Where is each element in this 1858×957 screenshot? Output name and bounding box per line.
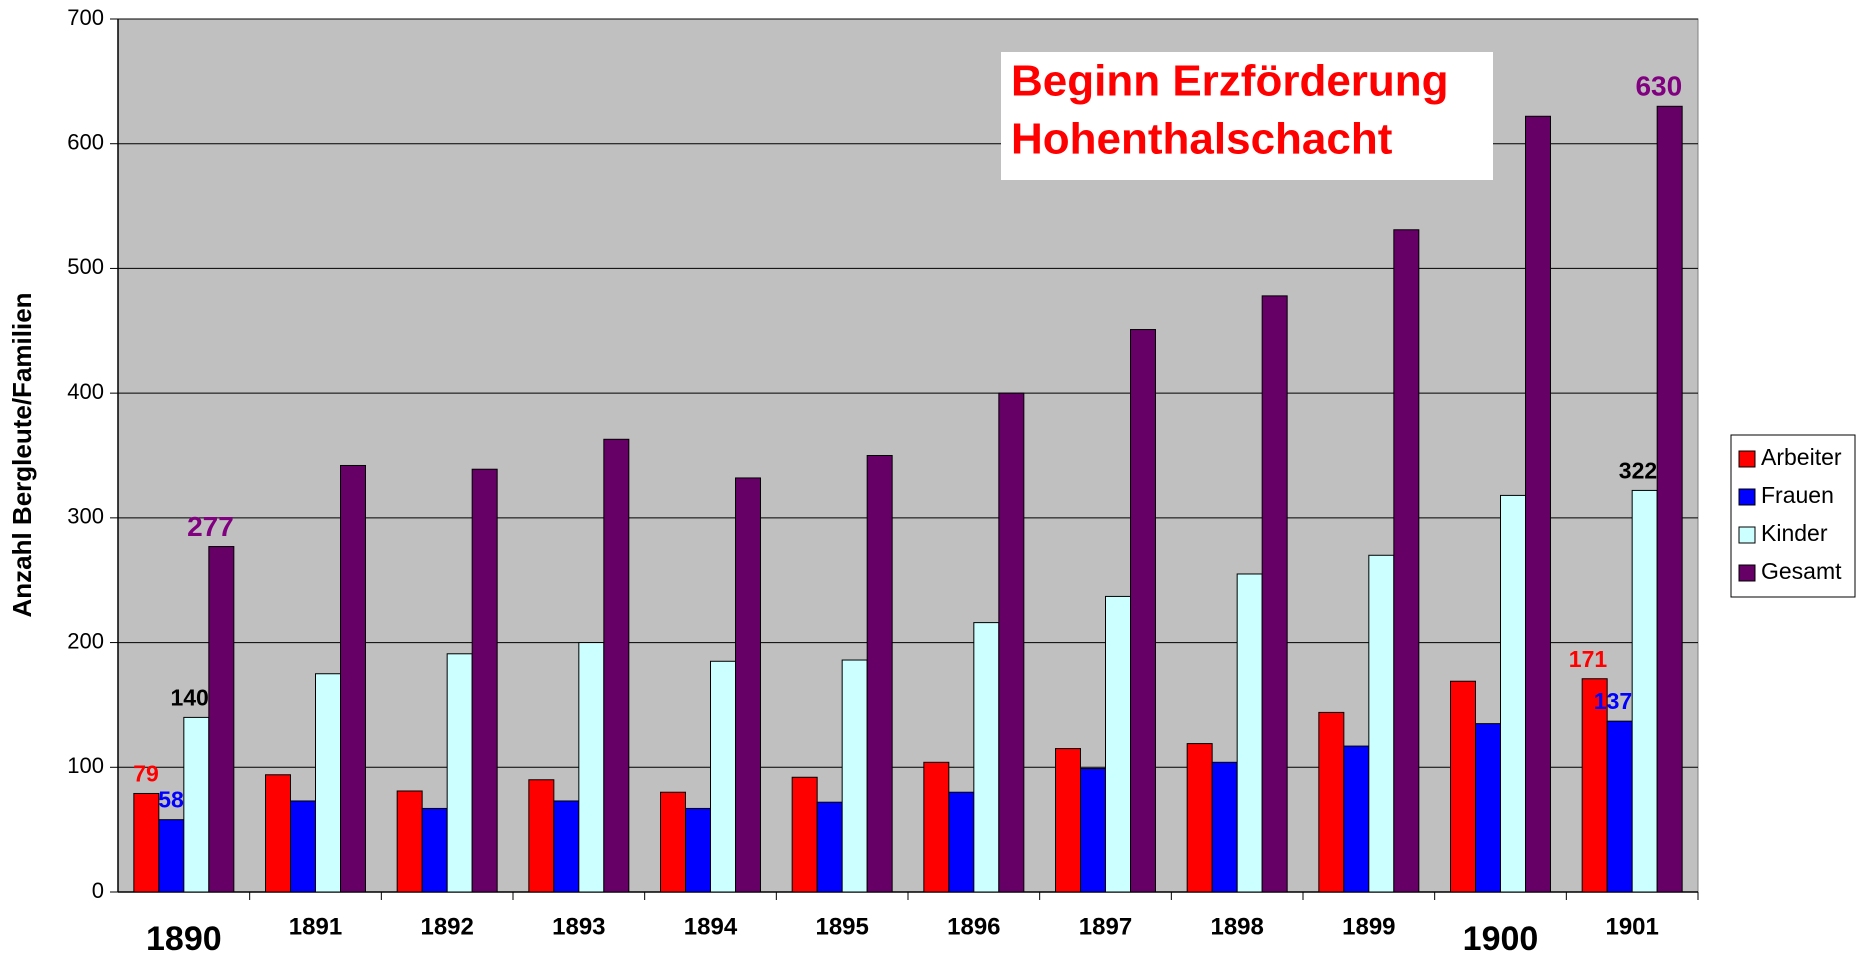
bar — [578, 642, 605, 893]
annotation-box — [1001, 52, 1493, 180]
bar — [471, 468, 498, 893]
legend-swatch — [1738, 526, 1756, 544]
bar — [133, 792, 160, 893]
bar — [816, 801, 843, 893]
bar — [685, 807, 711, 893]
bar — [1130, 329, 1156, 893]
x-tick-label: 1901 — [1605, 913, 1658, 940]
y-tick-label: 500 — [67, 254, 104, 279]
bar — [1656, 105, 1683, 893]
bar — [948, 791, 975, 893]
bar — [158, 819, 185, 893]
data-label: 137 — [1594, 688, 1632, 714]
bar — [1631, 489, 1658, 893]
bar — [1606, 720, 1633, 893]
bar — [710, 660, 736, 893]
x-tick-label: 1893 — [552, 913, 605, 940]
y-tick-label: 200 — [67, 628, 104, 653]
bar — [1343, 745, 1370, 893]
legend-label: Kinder — [1761, 520, 1828, 546]
bar — [841, 659, 868, 893]
y-tick-label: 300 — [67, 504, 104, 529]
y-tick-label: 400 — [67, 379, 104, 404]
bar — [973, 622, 1000, 893]
bar — [208, 546, 235, 893]
annotation: Beginn Erzförderung — [1011, 57, 1449, 106]
legend-label: Gesamt — [1761, 558, 1842, 584]
annotation: Hohenthalschacht — [1011, 115, 1393, 164]
legend-swatch — [1738, 488, 1756, 506]
bar — [1368, 554, 1395, 893]
bar — [998, 392, 1025, 893]
x-tick-label: 1891 — [289, 913, 342, 940]
bar — [791, 776, 818, 893]
bar — [1475, 723, 1501, 893]
bar — [528, 779, 555, 893]
legend-swatch — [1738, 450, 1756, 468]
bar — [290, 800, 316, 893]
bar — [315, 673, 341, 893]
x-tick-label: 1900 — [1463, 920, 1539, 957]
bar — [660, 791, 686, 893]
data-label: 277 — [187, 511, 234, 542]
x-tick-label: 1896 — [947, 913, 1000, 940]
y-tick-label: 700 — [67, 5, 104, 30]
bar — [421, 807, 448, 893]
data-label: 322 — [1619, 457, 1657, 483]
bar — [866, 455, 893, 893]
bar — [1080, 768, 1106, 893]
data-label: 58 — [158, 787, 184, 813]
bar — [446, 653, 473, 893]
data-label: 630 — [1635, 71, 1682, 102]
bar — [1105, 595, 1131, 893]
bar — [553, 800, 580, 893]
x-tick-label: 1895 — [815, 913, 868, 940]
y-tick-label: 0 — [92, 878, 104, 903]
bar — [340, 464, 366, 893]
bar — [1318, 711, 1345, 893]
bar — [1211, 761, 1238, 893]
x-tick-label: 1897 — [1079, 913, 1132, 940]
bar — [183, 716, 210, 893]
y-tick-label: 100 — [67, 753, 104, 778]
x-tick-label: 1892 — [420, 913, 473, 940]
x-tick-label: 1899 — [1342, 913, 1395, 940]
bar — [265, 774, 291, 893]
bar — [1055, 748, 1081, 893]
bar — [1500, 494, 1526, 893]
x-tick-label: 1898 — [1210, 913, 1263, 940]
data-label: 140 — [170, 684, 208, 710]
legend-label: Frauen — [1761, 482, 1834, 508]
x-tick-label: 1894 — [684, 913, 738, 940]
bar — [923, 761, 950, 893]
bar — [1525, 115, 1551, 893]
legend-swatch — [1738, 564, 1756, 582]
bar — [1393, 229, 1420, 893]
bar — [396, 790, 423, 893]
bar — [1186, 743, 1213, 893]
bar — [1450, 680, 1476, 893]
x-tick-label: 1890 — [146, 920, 222, 957]
bar — [735, 477, 761, 893]
y-axis-label: Anzahl Bergleute/Familien — [7, 292, 37, 617]
y-tick-label: 600 — [67, 130, 104, 155]
bar — [1261, 295, 1288, 893]
bar — [603, 438, 630, 893]
legend-label: Arbeiter — [1761, 444, 1842, 470]
data-label: 171 — [1569, 646, 1608, 672]
bar — [1236, 573, 1263, 893]
data-label: 79 — [133, 761, 159, 787]
